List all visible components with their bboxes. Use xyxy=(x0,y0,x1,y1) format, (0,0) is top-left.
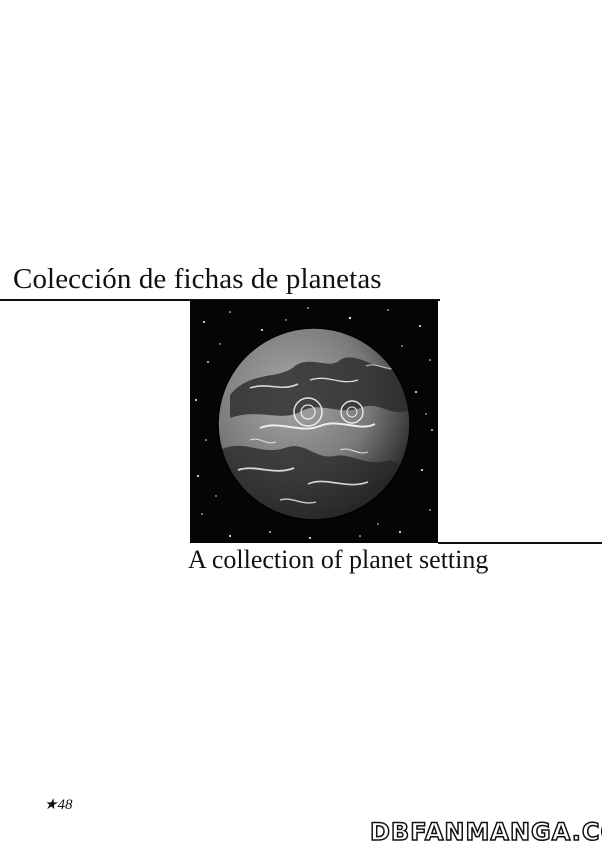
page-number: ★48 xyxy=(44,797,73,813)
spanish-heading: Colección de fichas de planetas xyxy=(13,263,382,295)
stars xyxy=(195,307,433,539)
planet-illustration xyxy=(190,300,438,543)
planet-outline xyxy=(217,327,411,521)
planet-art xyxy=(190,300,438,543)
english-heading: A collection of planet setting xyxy=(188,545,489,574)
bottom-rule xyxy=(438,542,602,544)
watermark-text: DBFANMANGA.COM xyxy=(369,817,602,847)
